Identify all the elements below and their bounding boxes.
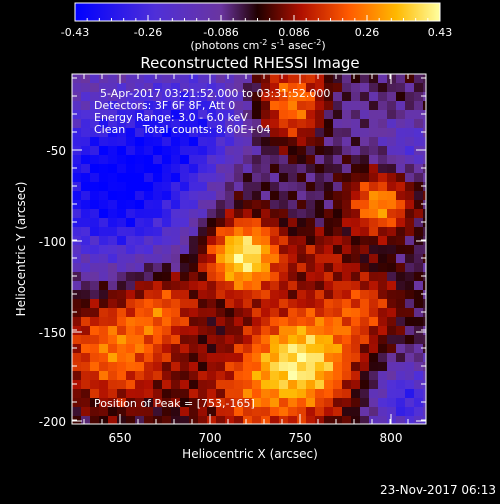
- y-tick-labels: -50 -100 -150 -200: [39, 144, 66, 429]
- y-tick-label: -200: [39, 415, 66, 429]
- x-tick-label: 800: [380, 431, 403, 445]
- plot-frame: [71, 73, 427, 425]
- y-tick-label: -100: [39, 235, 66, 249]
- energy-range-text: Energy Range: 3.0 - 6.0 keV: [94, 111, 248, 124]
- x-tick-labels: 650 700 750 800: [109, 431, 403, 445]
- colorbar-tick-label: -0.26: [134, 26, 162, 39]
- colorbar-tick-label: -0.43: [61, 26, 89, 39]
- colorbar-tick-label: 0.43: [428, 26, 453, 39]
- axis-ticks: [72, 74, 426, 424]
- x-tick-label: 650: [109, 431, 132, 445]
- detectors-text: Detectors: 3F 6F 8F, Att 0: [94, 99, 235, 112]
- x-tick-label: 700: [199, 431, 222, 445]
- footer-date: 23-Nov-2017 06:13: [380, 483, 496, 497]
- colorbar-tick-label: 0.26: [355, 26, 380, 39]
- x-axis-label: Heliocentric X (arcsec): [182, 447, 318, 461]
- colorbar-ticks: [74, 15, 441, 21]
- y-axis-label: Heliocentric Y (arcsec): [14, 182, 28, 317]
- colorbar-tick-label: 0.086: [278, 26, 310, 39]
- colorbar-tick-label: -0.086: [203, 26, 238, 39]
- colorbar-units: (photons cm-2 s-1 asec-2): [190, 38, 325, 52]
- annotation-block: 5-Apr-2017 03:21:52.000 to 03:31:52.000 …: [94, 87, 330, 410]
- plot-title: Reconstructed RHESSI Image: [140, 54, 359, 72]
- colorbar-tick-labels: -0.43 -0.26 -0.086 0.086 0.26 0.43: [61, 26, 452, 39]
- peak-position-text: Position of Peak = [753,-165]: [94, 397, 255, 410]
- rhessi-map: [72, 74, 426, 424]
- y-tick-label: -150: [39, 326, 66, 340]
- clean-counts-text: Clean Total counts: 8.60E+04: [94, 123, 271, 136]
- x-tick-label: 750: [289, 431, 312, 445]
- y-tick-label: -50: [46, 144, 66, 158]
- time-range-text: 5-Apr-2017 03:21:52.000 to 03:31:52.000: [100, 87, 330, 100]
